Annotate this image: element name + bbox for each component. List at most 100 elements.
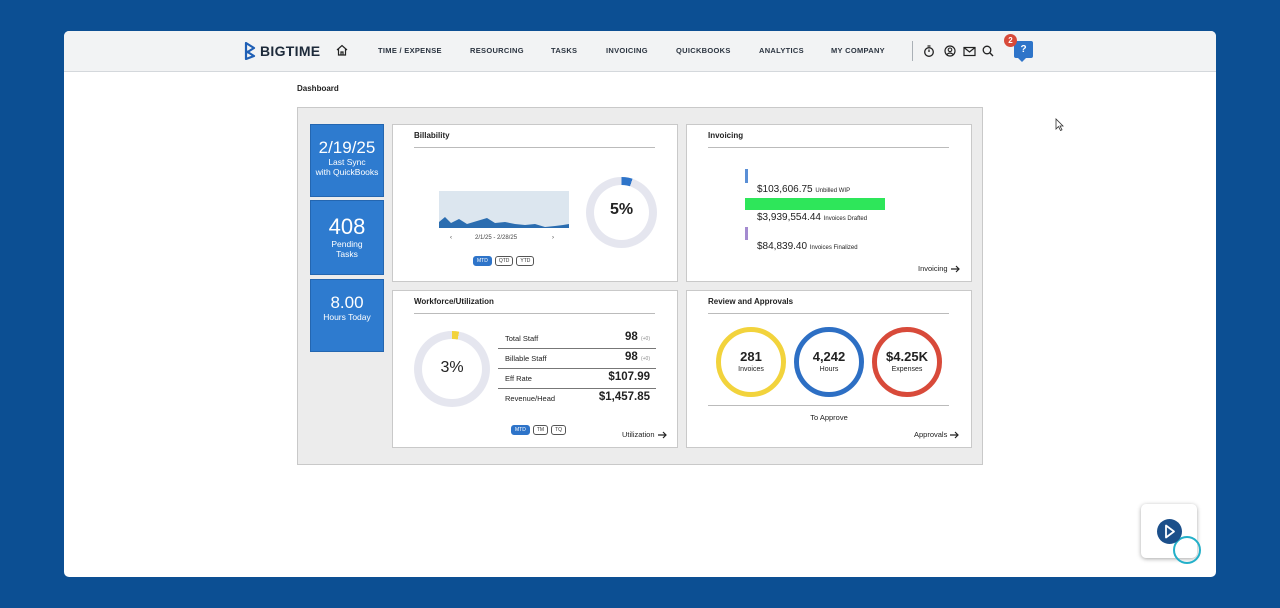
review-approvals-card: Review and Approvals 281 Invoices 4,242 … bbox=[686, 290, 972, 448]
nav-my-company[interactable]: MY COMPANY bbox=[831, 46, 885, 55]
invoicing-card: Invoicing $103,606.75 Unbilled WIP $3,93… bbox=[686, 124, 972, 282]
utilization-link[interactable]: Utilization bbox=[622, 430, 667, 439]
invoices-approval-label: Invoices bbox=[738, 366, 764, 373]
page-title: Dashboard bbox=[297, 84, 339, 93]
workforce-title: Workforce/Utilization bbox=[414, 297, 494, 306]
workforce-period-tq[interactable]: TQ bbox=[551, 425, 567, 435]
chat-launcher-icon[interactable] bbox=[1157, 519, 1182, 544]
review-title: Review and Approvals bbox=[708, 297, 794, 306]
eff-rate-label: Eff Rate bbox=[505, 374, 532, 383]
hours-approval-ring[interactable]: 4,242 Hours bbox=[794, 327, 864, 397]
help-icon[interactable]: ? bbox=[1014, 41, 1033, 62]
invoices-drafted-amount: $3,939,554.44 bbox=[757, 212, 821, 223]
billability-sparkline bbox=[439, 191, 569, 228]
notification-badge[interactable]: 2 bbox=[1004, 34, 1017, 47]
workforce-period-mtd[interactable]: MTD bbox=[511, 425, 530, 435]
billable-staff-label: Billable Staff bbox=[505, 354, 547, 363]
billability-donut: 5% bbox=[586, 177, 657, 248]
help-label: ? bbox=[1020, 44, 1027, 55]
arrow-right-icon bbox=[950, 431, 960, 438]
eff-rate-value: $107.99 bbox=[608, 371, 650, 383]
utilization-link-label: Utilization bbox=[622, 430, 655, 439]
tile-sync-line2: with QuickBooks bbox=[315, 167, 379, 177]
invoices-approval-count: 281 bbox=[740, 349, 762, 364]
invoicing-row: $3,939,554.44 Invoices Drafted bbox=[757, 212, 867, 223]
mail-icon[interactable] bbox=[963, 45, 976, 57]
workforce-row: Eff Rate $107.99 bbox=[498, 368, 656, 389]
review-divider-bottom bbox=[708, 405, 949, 406]
revenue-head-label: Revenue/Head bbox=[505, 394, 556, 403]
nav-divider bbox=[912, 41, 913, 61]
nav-resourcing[interactable]: RESOURCING bbox=[470, 46, 524, 55]
tile-tasks-line1: Pending bbox=[331, 239, 363, 249]
to-approve-caption: To Approve bbox=[810, 413, 848, 422]
chat-widget[interactable] bbox=[1141, 504, 1201, 564]
nav-tasks[interactable]: TASKS bbox=[551, 46, 578, 55]
arrow-right-icon bbox=[657, 431, 667, 438]
nav-time-expense[interactable]: TIME / EXPENSE bbox=[378, 46, 442, 55]
billable-staff-value: 98 bbox=[624, 351, 638, 363]
nav-invoicing[interactable]: INVOICING bbox=[606, 46, 648, 55]
unbilled-wip-bar bbox=[745, 169, 748, 183]
nav-analytics[interactable]: ANALYTICS bbox=[759, 46, 804, 55]
chat-status-ring bbox=[1173, 536, 1201, 564]
hours-today-tile[interactable]: 8.00 Hours Today bbox=[310, 279, 384, 352]
bigtime-logo-icon bbox=[244, 42, 256, 60]
tile-sync-line1: Last Sync bbox=[328, 157, 366, 167]
invoicing-link-label: Invoicing bbox=[918, 264, 948, 273]
approvals-link-label: Approvals bbox=[914, 430, 948, 439]
billability-period-ytd[interactable]: YTD bbox=[516, 256, 535, 266]
nav-quickbooks[interactable]: QUICKBOOKS bbox=[676, 46, 731, 55]
search-icon[interactable] bbox=[982, 45, 994, 57]
billability-period-toggle: MTD QTD YTD bbox=[473, 249, 537, 266]
billability-card: Billability ‹ 2/1/25 - 2/28/25 › MTD QTD Y… bbox=[392, 124, 678, 282]
tile-hours-value: 8.00 bbox=[330, 293, 364, 312]
utilization-percent: 3% bbox=[440, 359, 464, 376]
invoicing-row: $84,839.40 Invoices Finalized bbox=[757, 241, 858, 252]
invoices-finalized-label: Invoices Finalized bbox=[809, 245, 858, 251]
brand-name: BIGTIME bbox=[260, 43, 321, 59]
billability-period-qtd[interactable]: QTD bbox=[494, 256, 514, 266]
expenses-approval-ring[interactable]: $4.25K Expenses bbox=[872, 327, 942, 397]
user-icon[interactable] bbox=[944, 45, 956, 57]
billability-period-mtd[interactable]: MTD bbox=[473, 256, 492, 266]
top-nav-bar: BIGTIME TIME / EXPENSE RESOURCING TASKS … bbox=[64, 31, 1216, 72]
workforce-row: Total Staff 98 (+0) bbox=[498, 328, 656, 349]
stopwatch-icon[interactable] bbox=[923, 45, 935, 57]
billability-divider bbox=[414, 147, 655, 148]
revenue-head-value: $1,457.85 bbox=[598, 391, 650, 403]
next-chevron-icon[interactable]: › bbox=[552, 235, 554, 241]
approvals-link[interactable]: Approvals bbox=[914, 430, 960, 439]
invoices-approval-ring[interactable]: 281 Invoices bbox=[716, 327, 786, 397]
expenses-approval-amount: $4.25K bbox=[886, 349, 928, 364]
invoicing-link[interactable]: Invoicing bbox=[918, 264, 960, 273]
bigtime-logo[interactable]: BIGTIME bbox=[244, 42, 320, 60]
hours-approval-count: 4,242 bbox=[812, 349, 846, 364]
expenses-approval-label: Expenses bbox=[891, 366, 923, 373]
workforce-period-tm[interactable]: TM bbox=[532, 425, 549, 435]
workforce-row: Billable Staff 98 (+0) bbox=[498, 348, 656, 369]
billability-title: Billability bbox=[414, 131, 450, 140]
quickbooks-sync-tile[interactable]: 2/19/25 Last Sync with QuickBooks bbox=[310, 124, 384, 197]
billability-percent: 5% bbox=[609, 201, 634, 218]
dashboard-panel: 2/19/25 Last Sync with QuickBooks 408 Pe… bbox=[297, 107, 983, 465]
invoices-drafted-bar bbox=[745, 198, 885, 210]
prev-chevron-icon[interactable]: ‹ bbox=[450, 235, 452, 241]
total-staff-value: 98 bbox=[624, 331, 638, 343]
billability-date-nav: ‹ 2/1/25 - 2/28/25 › bbox=[450, 235, 558, 245]
arrow-right-icon bbox=[950, 265, 960, 272]
total-staff-change: (+0) bbox=[640, 336, 650, 342]
hours-approval-label: Hours bbox=[819, 366, 839, 373]
home-icon[interactable] bbox=[336, 44, 348, 56]
invoices-finalized-bar bbox=[745, 227, 748, 240]
pending-tasks-tile[interactable]: 408 Pending Tasks bbox=[310, 200, 384, 275]
app-window: BIGTIME TIME / EXPENSE RESOURCING TASKS … bbox=[64, 31, 1216, 577]
total-staff-label: Total Staff bbox=[505, 334, 539, 343]
workforce-divider bbox=[414, 313, 655, 314]
invoices-drafted-label: Invoices Drafted bbox=[823, 216, 868, 222]
billable-staff-change: (+0) bbox=[640, 356, 650, 362]
workforce-card: Workforce/Utilization 3% Total Staff 98 (… bbox=[392, 290, 678, 448]
invoicing-row: $103,606.75 Unbilled WIP bbox=[757, 184, 850, 195]
invoices-finalized-amount: $84,839.40 bbox=[757, 241, 808, 252]
invoicing-title: Invoicing bbox=[708, 131, 744, 140]
